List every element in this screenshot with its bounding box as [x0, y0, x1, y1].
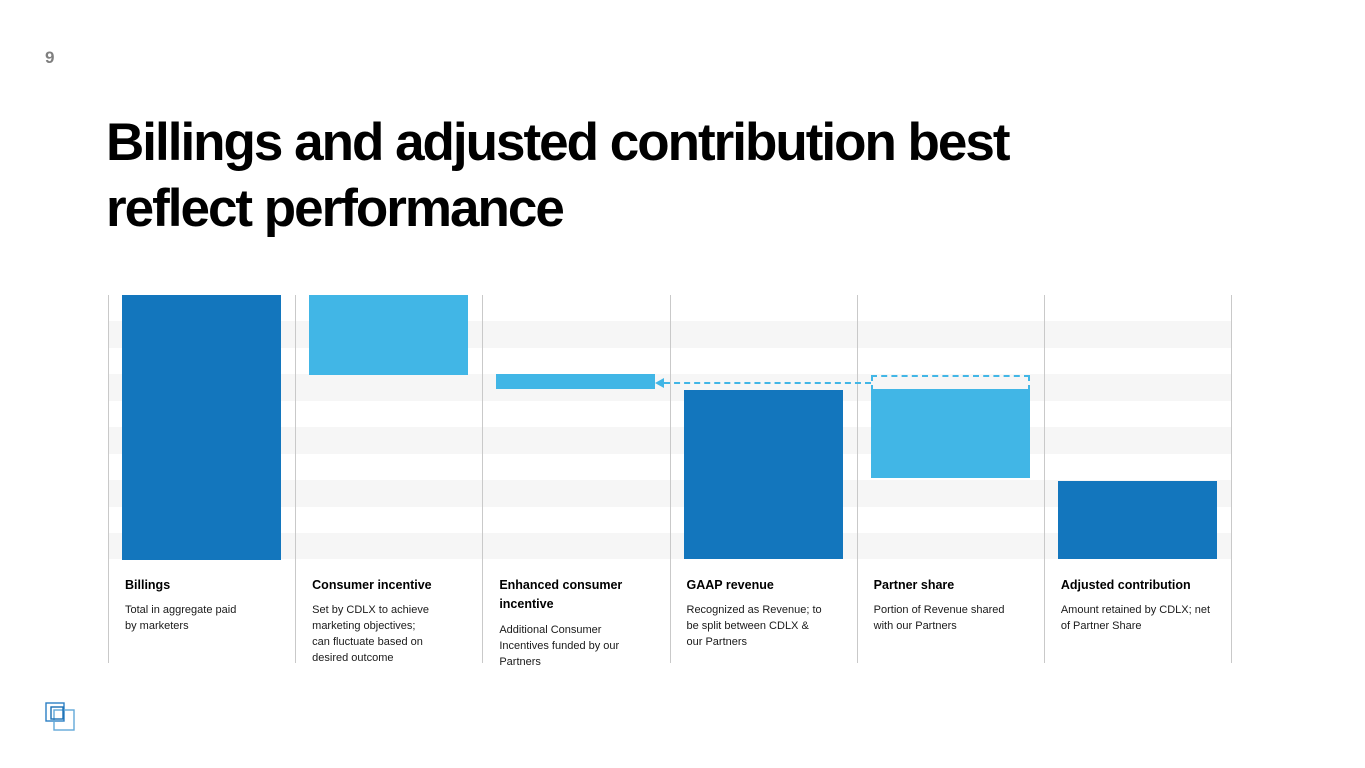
column-description: Set by CDLX to achieve marketing objecti…: [312, 604, 429, 665]
column-title: Billings: [125, 578, 171, 592]
column-separator-line: [670, 295, 671, 663]
column-label-consumer-incentive: Consumer incentive Set by CDLX to achieve…: [312, 576, 477, 667]
bar-adjusted-contribution: [1057, 480, 1217, 560]
column-separator-line: [1231, 295, 1232, 663]
dashed-flow-arrow: [655, 377, 871, 388]
column-description: Total in aggregate paid by marketers: [125, 604, 237, 633]
column-label-gaap-revenue: GAAP revenue Recognized as Revenue; to be…: [687, 576, 852, 651]
bar-gaap-revenue: [683, 389, 843, 560]
column-label-adjusted-contribution: Adjusted contribution Amount retained by …: [1061, 576, 1226, 635]
waterfall-chart: Billings Total in aggregate paid by marke…: [108, 295, 1232, 668]
column-description: Amount retained by CDLX; net of Partner …: [1060, 604, 1211, 633]
column-separator-line: [1044, 295, 1045, 663]
column-description: Recognized as Revenue; to be split betwe…: [686, 604, 822, 649]
bar-billings: [122, 295, 281, 560]
bar-partner-share: [870, 388, 1030, 478]
column-label-enhanced-consumer-incentive: Enhanced consumer incentive Additional Co…: [499, 576, 664, 671]
column-title: Partner share: [873, 578, 955, 592]
column-title: Adjusted contribution: [1060, 578, 1191, 592]
column-title: Consumer incentive: [312, 578, 432, 592]
bar-consumer-incentive: [309, 295, 469, 375]
dashed-cap-partner-share: [870, 374, 1030, 391]
column-label-billings: Billings Total in aggregate paid by marke…: [125, 576, 290, 635]
column-separator-line: [857, 295, 858, 663]
column-separator-line: [108, 295, 109, 663]
page-title: Billings and adjusted contribution best …: [106, 113, 1011, 238]
column-title: GAAP revenue: [686, 578, 774, 592]
page-number: 9: [45, 48, 55, 67]
column-separator-line: [482, 295, 483, 663]
column-separator-line: [295, 295, 296, 663]
column-title: Enhanced consumer incentive: [499, 578, 623, 612]
cardlytics-logo: [45, 702, 75, 731]
arrow-head-left-icon: [655, 377, 665, 388]
column-description: Portion of Revenue shared with our Partn…: [873, 604, 1005, 633]
bar-enhanced-consumer-incentive: [496, 374, 656, 390]
column-description: Additional Consumer Incentives funded by…: [499, 623, 620, 668]
column-label-partner-share: Partner share Portion of Revenue shared w…: [874, 576, 1039, 635]
